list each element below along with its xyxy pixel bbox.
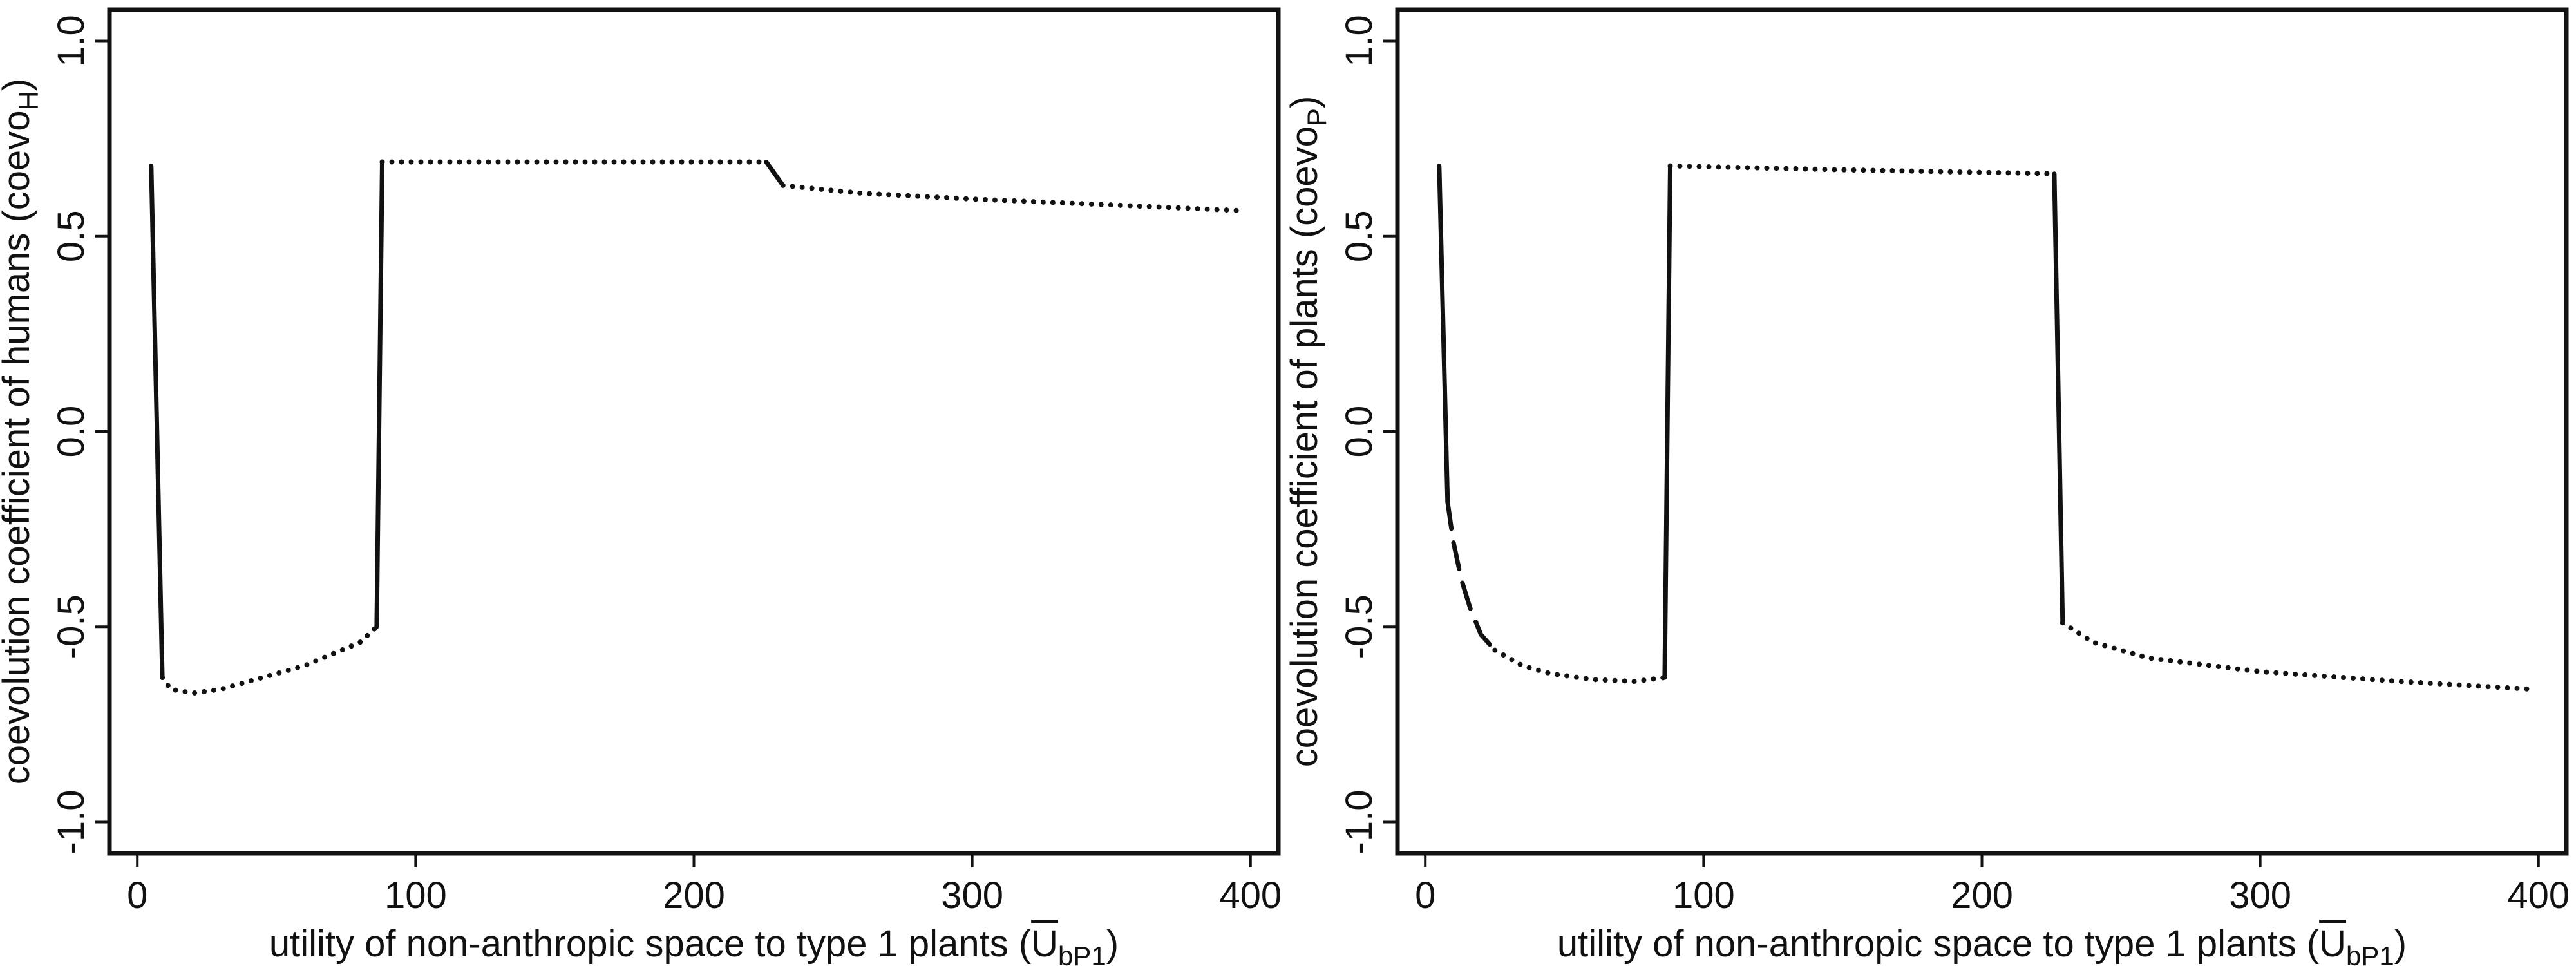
x-tick-label: 400 <box>1219 875 1282 916</box>
y-tick-label: -0.5 <box>50 594 92 659</box>
series-segment-solid <box>1437 164 1450 504</box>
x-tick-label: 200 <box>1951 875 2013 916</box>
y-tick-label: 1.0 <box>1338 15 1380 67</box>
x-tick-label: 300 <box>2229 875 2291 916</box>
series-segment-dotted <box>2060 620 2536 692</box>
chart-panel-2: 0 100 200 300 400 -1.0 -0.5 0.0 0.5 1.0 utility of… <box>1283 7 2570 966</box>
y-tick-label: 0.5 <box>50 210 92 262</box>
x-tick-label: 0 <box>1415 875 1435 916</box>
series-segment-dashed <box>764 160 786 188</box>
x-tick-label: 400 <box>2507 875 2570 916</box>
series-segment-solid <box>2052 171 2065 625</box>
chart-panel-1: 0 100 200 300 400 -1.0 -0.5 0.0 0.5 1.0 utility of… <box>0 7 1282 966</box>
series-segment-solid <box>149 164 165 680</box>
y-tick-label: -0.5 <box>1338 594 1380 659</box>
y-tick-label: 0.5 <box>1338 210 1380 262</box>
y-tick-label: 0.0 <box>50 406 92 458</box>
series-segment-dotted <box>1492 647 1667 685</box>
x-tick-label: 300 <box>941 875 1003 916</box>
x-axis-title: utility of non-anthropic space to type 1… <box>269 923 1119 966</box>
y-tick-label: 1.0 <box>50 15 92 67</box>
x-tick-label: 200 <box>663 875 725 916</box>
series-segment-dotted <box>1667 163 2057 176</box>
y-tick-label: 0.0 <box>1338 406 1380 458</box>
x-tick-label: 100 <box>384 875 447 916</box>
y-tick-label: -1.0 <box>50 790 92 855</box>
series-segment-dotted <box>160 624 379 696</box>
series-segment-dotted <box>780 182 1248 214</box>
x-tick-label: 100 <box>1672 875 1735 916</box>
x-axis-title: utility of non-anthropic space to type 1… <box>1557 923 2407 966</box>
plot-frame <box>107 7 1281 856</box>
y-tick-label: -1.0 <box>1338 790 1380 855</box>
x-tick-label: 0 <box>127 875 147 916</box>
plot-frame <box>1395 7 2569 856</box>
y-axis-title: coevolution coefficient of plants (coevo… <box>1283 96 1332 768</box>
series-segment-solid <box>1662 164 1672 680</box>
series-segment-solid <box>374 160 384 629</box>
series-segment-dashed <box>1445 499 1497 653</box>
y-axis-title: coevolution coefficient of humans (coevo… <box>0 79 44 784</box>
